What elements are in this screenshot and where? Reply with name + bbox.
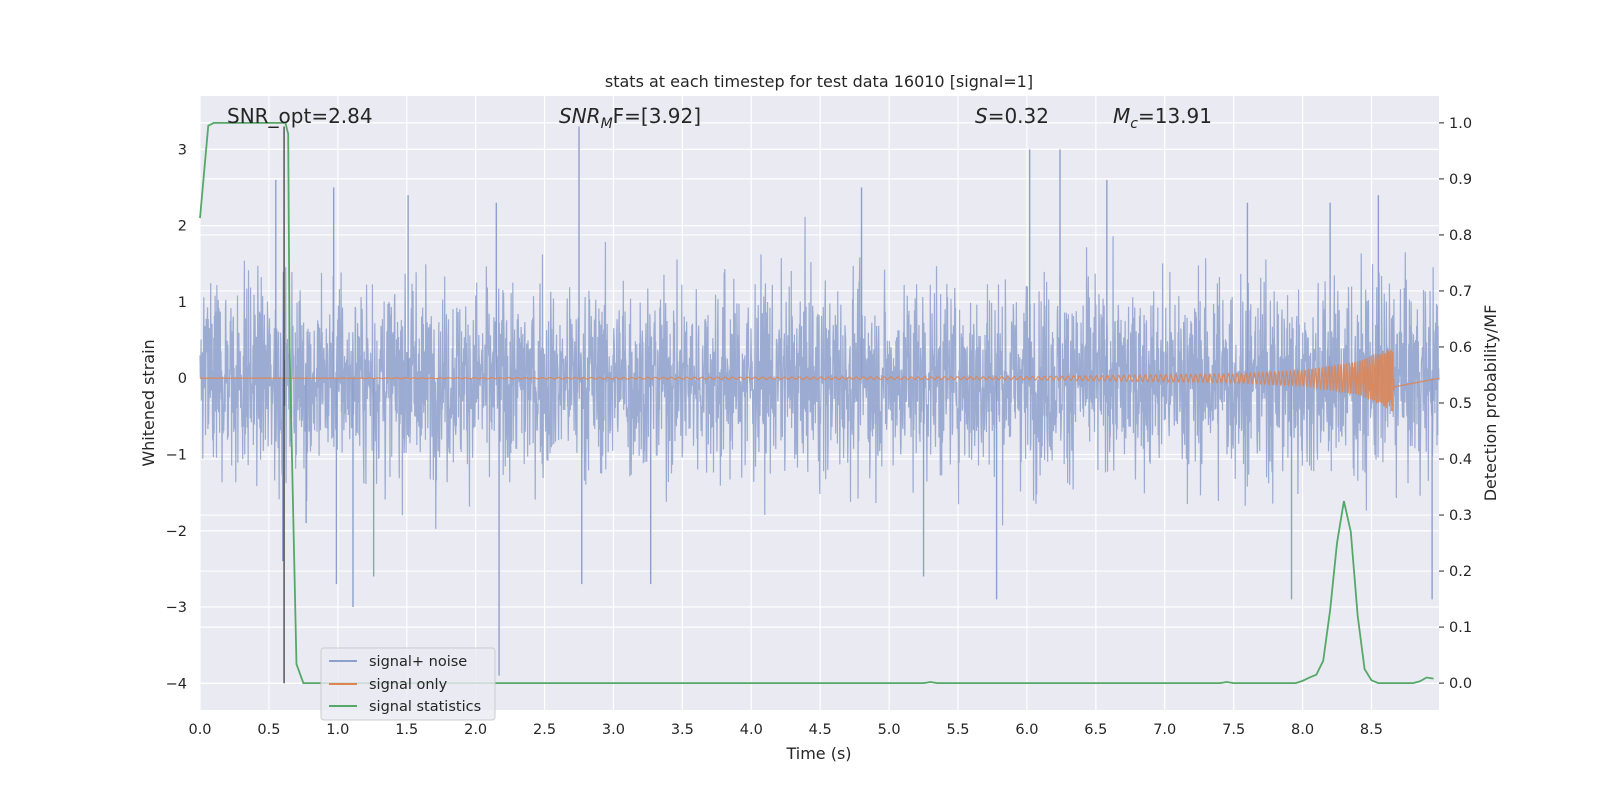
y-left-tick-label-4: −1 — [166, 447, 187, 463]
y-right-tick-label-5: 0.5 — [1449, 396, 1472, 412]
signal-noise-line — [199, 216, 1440, 529]
x-tick-label-12: 6.0 — [1015, 722, 1038, 738]
annotation-snr-mf-sub: M — [601, 116, 613, 132]
y-right-tick-label-1: 0.9 — [1449, 172, 1472, 188]
legend: signal+ noise signal only signal statist… — [320, 647, 496, 721]
annotation-snr-mf: SNRMF=[3.92] — [559, 104, 701, 132]
chart-title: stats at each timestep for test data 160… — [605, 72, 1033, 91]
y-right-tick-label-9: 0.1 — [1449, 620, 1472, 636]
x-tick-label-15: 7.5 — [1222, 722, 1245, 738]
x-tick-label-10: 5.0 — [878, 722, 901, 738]
annotation-snr-mf-rest: F=[3.92] — [613, 104, 701, 128]
legend-label-signal-statistics: signal statistics — [369, 699, 481, 715]
y-right-tick-label-3: 0.7 — [1449, 284, 1472, 300]
annotation-snr-mf-name: SNR — [559, 104, 601, 128]
annotation-mc-sub: c — [1130, 116, 1138, 132]
y-left-tick-label-7: −4 — [166, 676, 187, 692]
y-right-tick-label-4: 0.6 — [1449, 340, 1472, 356]
annotation-mc-value: =13.91 — [1138, 104, 1212, 128]
y-left-tick-label-3: 0 — [178, 371, 187, 387]
legend-label-signal-only: signal only — [369, 677, 448, 693]
x-tick-label-16: 8.0 — [1291, 722, 1314, 738]
x-tick-label-8: 4.0 — [740, 722, 763, 738]
annotation-mc: Mc=13.91 — [1113, 104, 1212, 132]
annotation-snr-opt: SNR_opt=2.84 — [227, 104, 373, 128]
annotation-s: S=0.32 — [975, 104, 1049, 128]
x-tick-label-14: 7.0 — [1153, 722, 1176, 738]
annotation-s-value: =0.32 — [988, 104, 1049, 128]
y-left-tick-label-6: −3 — [166, 600, 187, 616]
signal-only-line — [200, 349, 1440, 412]
signal-statistics-line — [199, 121, 1434, 685]
y-axis-label-right: Detection probability/MF — [1481, 305, 1500, 502]
y-right-tick-label-0: 1.0 — [1449, 116, 1472, 132]
y-right-tick-label-10: 0.0 — [1449, 676, 1472, 692]
series-signal-only — [200, 349, 1440, 412]
x-tick-label-9: 4.5 — [809, 722, 832, 738]
x-axis-label: Time (s) — [785, 744, 851, 763]
y-right-tick-label-7: 0.3 — [1449, 508, 1472, 524]
legend-box — [320, 647, 496, 721]
x-tick-label-11: 5.5 — [946, 722, 969, 738]
y-right-tick-label-6: 0.4 — [1449, 452, 1472, 468]
series-signal-noise — [199, 126, 1440, 676]
y-left-tick-label-1: 2 — [178, 219, 187, 235]
annotation-mc-name: M — [1113, 104, 1130, 128]
y-left-tick-label-2: 1 — [178, 295, 187, 311]
legend-label-signal-noise: signal+ noise — [369, 654, 467, 670]
x-tick-label-5: 2.5 — [533, 722, 556, 738]
axes-ticks: 0.0 0.5 1.0 1.5 2.0 2.5 3.0 3.5 4.0 4.5 5.0 5.5 6.0 6… — [166, 116, 1472, 738]
annotation-s-name: S — [975, 104, 988, 128]
x-tick-label-2: 1.0 — [326, 722, 349, 738]
x-tick-label-13: 6.5 — [1084, 722, 1107, 738]
x-tick-label-3: 1.5 — [395, 722, 418, 738]
y-left-tick-label-0: 3 — [178, 142, 187, 158]
x-tick-label-7: 3.5 — [671, 722, 694, 738]
x-tick-label-4: 2.0 — [464, 722, 487, 738]
y-axis-label-left: Whitened strain — [139, 339, 158, 466]
x-tick-label-6: 3.0 — [602, 722, 625, 738]
y-right-tick-label-8: 0.2 — [1449, 564, 1472, 580]
x-tick-label-17: 8.5 — [1360, 722, 1383, 738]
series-signal-statistics — [199, 121, 1434, 685]
x-tick-label-1: 0.5 — [257, 722, 280, 738]
y-left-tick-label-5: −2 — [166, 524, 187, 540]
y-right-tick-label-2: 0.8 — [1449, 228, 1472, 244]
x-tick-label-0: 0.0 — [188, 722, 211, 738]
